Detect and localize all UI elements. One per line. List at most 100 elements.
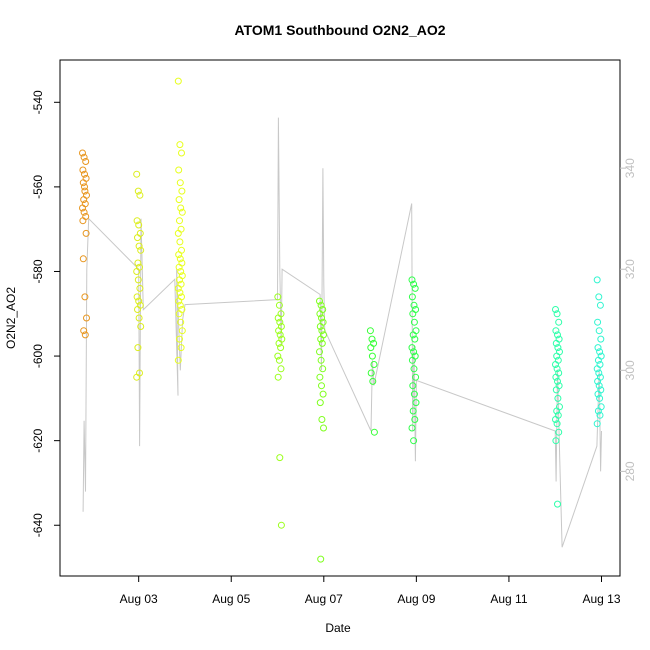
secondary-trace-layer — [82, 117, 602, 548]
data-point — [133, 373, 141, 381]
data-point — [593, 365, 601, 373]
data-point — [274, 373, 282, 381]
data-point — [552, 327, 560, 335]
data-point — [79, 255, 87, 263]
data-point — [410, 365, 418, 373]
data-point — [410, 318, 418, 326]
data-point — [175, 263, 183, 271]
data-point — [593, 276, 601, 284]
data-point — [276, 331, 284, 339]
chart-title: ATOM1 Southbound O2N2_AO2 — [234, 22, 445, 38]
data-point — [276, 454, 284, 462]
data-point — [137, 323, 145, 330]
data-point — [318, 339, 326, 347]
data-point — [552, 416, 559, 423]
data-point — [596, 411, 604, 419]
data-point — [595, 369, 603, 377]
data-point — [412, 373, 420, 381]
data-point — [408, 344, 416, 352]
data-point — [368, 335, 376, 343]
y2-tick-label: 300 — [623, 360, 637, 380]
data-point — [175, 310, 183, 318]
y-tick-label: -580 — [31, 259, 45, 283]
data-point — [595, 382, 603, 390]
x-tick-label: Aug 07 — [305, 592, 343, 606]
data-point — [318, 382, 325, 390]
data-point — [552, 361, 559, 368]
data-point — [554, 331, 561, 339]
data-point — [409, 407, 417, 415]
data-point — [595, 293, 603, 301]
data-point — [319, 365, 327, 373]
data-point — [318, 327, 326, 335]
data-point — [277, 344, 285, 352]
data-point — [81, 293, 89, 301]
y-tick-label: -560 — [31, 175, 45, 199]
data-point — [277, 521, 285, 529]
data-point — [80, 196, 88, 204]
data-point — [134, 187, 142, 195]
data-point — [594, 407, 602, 415]
data-point — [79, 166, 87, 174]
data-point — [136, 191, 144, 199]
data-point — [317, 356, 325, 364]
data-point — [81, 331, 89, 339]
data-point — [177, 344, 185, 352]
x-tick-label: Aug 09 — [397, 592, 435, 606]
data-point — [178, 327, 186, 335]
data-point — [79, 204, 86, 212]
data-point — [553, 310, 561, 318]
data-point — [553, 365, 561, 373]
data-point — [554, 394, 562, 402]
y-tick-label: -600 — [31, 344, 45, 368]
data-point — [411, 335, 419, 343]
data-point — [137, 246, 145, 254]
data-point — [176, 255, 184, 263]
data-point — [410, 390, 418, 398]
y-axis: -540 -560 -580 -600 -620 -640 — [31, 90, 60, 537]
data-point — [408, 293, 416, 301]
data-point — [176, 301, 184, 309]
data-point — [134, 306, 141, 313]
y2-tick-label: 340 — [623, 158, 637, 178]
data-point — [274, 352, 282, 360]
data-point — [83, 314, 90, 322]
data-point — [597, 335, 605, 343]
data-point — [176, 276, 183, 284]
data-point — [594, 356, 602, 364]
data-point — [135, 221, 143, 229]
data-point — [174, 229, 182, 237]
data-point — [79, 149, 86, 157]
data-point — [80, 208, 88, 216]
data-point — [135, 314, 143, 322]
data-point — [411, 416, 419, 423]
data-point — [595, 327, 603, 335]
data-point — [553, 352, 561, 360]
data-point — [176, 335, 183, 343]
y-tick-label: -620 — [31, 428, 45, 452]
data-point — [175, 297, 183, 305]
data-point — [80, 327, 88, 335]
data-point — [408, 276, 416, 284]
data-point — [175, 251, 183, 259]
data-point — [368, 352, 376, 360]
data-point — [317, 555, 325, 563]
data-point — [410, 348, 418, 356]
data-point — [176, 141, 184, 149]
data-point — [81, 187, 89, 195]
points-layer — [79, 77, 605, 563]
data-point — [176, 238, 184, 246]
data-point — [553, 407, 561, 415]
y-tick-label: -540 — [31, 90, 45, 114]
data-point — [593, 420, 601, 428]
data-point — [594, 377, 602, 385]
data-point — [552, 437, 560, 445]
data-point — [175, 196, 183, 204]
data-point — [555, 428, 563, 436]
right-y-axis: 280 300 320 340 — [620, 158, 637, 481]
data-point — [320, 424, 327, 432]
data-point — [552, 306, 559, 313]
data-point — [594, 390, 602, 398]
data-point — [409, 331, 417, 339]
data-point — [596, 394, 604, 402]
